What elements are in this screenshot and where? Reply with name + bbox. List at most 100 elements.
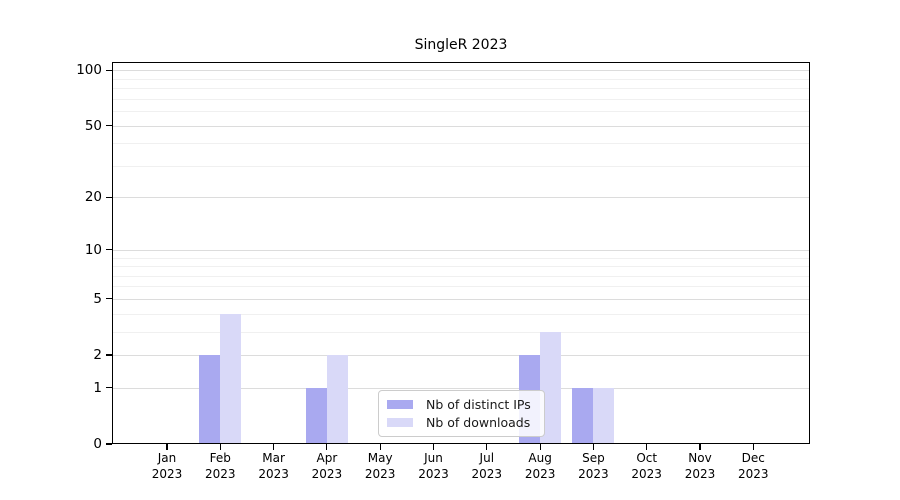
x-tick-year: 2023 bbox=[364, 466, 396, 481]
minor-gridline bbox=[112, 313, 810, 315]
x-tick-year: 2023 bbox=[578, 466, 609, 481]
bar-distinct-ips-apr bbox=[305, 387, 327, 444]
major-gridline bbox=[112, 125, 810, 127]
x-tick-month: Apr bbox=[316, 451, 338, 465]
minor-gridline bbox=[112, 143, 810, 145]
minor-gridline bbox=[112, 275, 810, 277]
x-tick-label: Dec 2023 bbox=[721, 451, 785, 482]
x-tick-month: Aug bbox=[528, 451, 552, 465]
x-tick-month: Nov bbox=[688, 451, 712, 465]
minor-gridline bbox=[112, 111, 810, 112]
x-tick-month: Jan bbox=[157, 451, 177, 465]
x-tick-mark bbox=[646, 444, 648, 450]
minor-gridline bbox=[112, 78, 810, 80]
x-tick-mark bbox=[166, 444, 168, 450]
legend-swatch-downloads bbox=[387, 418, 413, 428]
x-tick-label: Jun 2023 bbox=[402, 451, 466, 482]
y-tick-label: 1 bbox=[93, 379, 102, 396]
legend-label-distinct-ips: Nb of distinct IPs bbox=[426, 396, 531, 412]
x-tick-label: Nov 2023 bbox=[668, 451, 732, 482]
chart-title: SingleR 2023 bbox=[414, 37, 508, 53]
x-tick-month: Mar bbox=[262, 451, 285, 465]
x-tick-mark bbox=[273, 444, 275, 450]
x-tick-label: Sep 2023 bbox=[561, 451, 625, 482]
y-tick-mark bbox=[106, 354, 112, 356]
x-tick-month: Jun bbox=[424, 451, 443, 465]
y-tick-mark bbox=[106, 196, 112, 198]
y-tick-mark bbox=[106, 69, 112, 71]
minor-gridline bbox=[112, 165, 810, 167]
x-tick-mark bbox=[326, 444, 328, 450]
x-tick-mark bbox=[219, 444, 221, 450]
x-tick-label: Oct 2023 bbox=[615, 451, 679, 482]
x-tick-label: Jan 2023 bbox=[135, 451, 199, 482]
y-tick-label: 50 bbox=[84, 117, 102, 134]
bar-downloads-sep bbox=[593, 387, 615, 444]
x-tick-mark bbox=[486, 444, 488, 450]
x-tick-month: May bbox=[367, 451, 393, 465]
x-tick-month: Dec bbox=[741, 451, 765, 465]
x-tick-year: 2023 bbox=[205, 466, 236, 481]
x-tick-year: 2023 bbox=[311, 466, 343, 481]
y-tick-mark bbox=[106, 387, 112, 389]
x-tick-label: Jul 2023 bbox=[455, 451, 519, 482]
legend-item-downloads: Nb of downloads bbox=[387, 415, 536, 430]
x-tick-month: Oct bbox=[636, 451, 658, 465]
y-tick-mark bbox=[106, 124, 112, 127]
x-tick-mark bbox=[699, 444, 701, 450]
x-tick-mark bbox=[752, 444, 754, 450]
bar-downloads-aug bbox=[540, 331, 562, 444]
minor-gridline bbox=[112, 286, 810, 288]
x-tick-year: 2023 bbox=[151, 466, 183, 481]
major-gridline bbox=[112, 355, 810, 356]
x-tick-mark bbox=[592, 444, 594, 450]
minor-gridline bbox=[112, 257, 810, 259]
major-gridline bbox=[112, 387, 810, 389]
x-tick-month: Jul bbox=[479, 451, 495, 465]
y-tick-label: 20 bbox=[84, 189, 102, 206]
bar-distinct-ips-sep bbox=[572, 387, 594, 444]
minor-gridline bbox=[112, 266, 810, 267]
legend: Nb of distinct IPs Nb of downloads bbox=[378, 390, 545, 437]
major-gridline bbox=[112, 70, 810, 72]
bar-downloads-apr bbox=[326, 355, 348, 444]
legend-swatch-distinct-ips bbox=[387, 399, 413, 409]
y-tick-label: 10 bbox=[84, 241, 102, 258]
y-tick-mark bbox=[106, 443, 112, 445]
x-tick-mark bbox=[379, 444, 381, 450]
x-tick-mark bbox=[432, 444, 435, 450]
x-tick-label: May 2023 bbox=[348, 451, 412, 482]
minor-gridline bbox=[112, 331, 810, 333]
legend-label-downloads: Nb of downloads bbox=[426, 415, 531, 431]
minor-gridline bbox=[112, 98, 810, 100]
x-tick-year: 2023 bbox=[684, 466, 716, 481]
major-gridline bbox=[112, 197, 810, 199]
y-tick-label: 100 bbox=[76, 62, 102, 79]
x-tick-month: Feb bbox=[209, 451, 231, 465]
x-tick-year: 2023 bbox=[471, 466, 503, 481]
x-tick-year: 2023 bbox=[524, 466, 556, 481]
x-tick-year: 2023 bbox=[258, 466, 289, 481]
x-tick-year: 2023 bbox=[418, 466, 449, 481]
x-tick-label: Mar 2023 bbox=[242, 451, 306, 482]
x-tick-mark bbox=[539, 444, 541, 450]
major-gridline bbox=[112, 249, 810, 251]
x-tick-label: Feb 2023 bbox=[188, 451, 252, 482]
y-tick-label: 5 bbox=[93, 290, 102, 307]
legend-item-distinct-ips: Nb of distinct IPs bbox=[387, 397, 536, 412]
y-tick-mark bbox=[106, 249, 112, 251]
x-tick-year: 2023 bbox=[738, 466, 769, 481]
y-tick-mark bbox=[106, 298, 112, 300]
x-tick-year: 2023 bbox=[631, 466, 662, 481]
x-tick-label: Apr 2023 bbox=[295, 451, 359, 482]
minor-gridline bbox=[112, 88, 810, 89]
x-tick-month: Sep bbox=[582, 451, 605, 465]
x-tick-label: Aug 2023 bbox=[508, 451, 572, 482]
y-tick-label: 2 bbox=[93, 347, 102, 363]
bar-distinct-ips-feb bbox=[199, 355, 221, 444]
y-tick-label: 0 bbox=[93, 436, 102, 452]
plot-area bbox=[112, 62, 810, 444]
major-gridline bbox=[112, 298, 810, 300]
bar-downloads-feb bbox=[220, 313, 242, 444]
